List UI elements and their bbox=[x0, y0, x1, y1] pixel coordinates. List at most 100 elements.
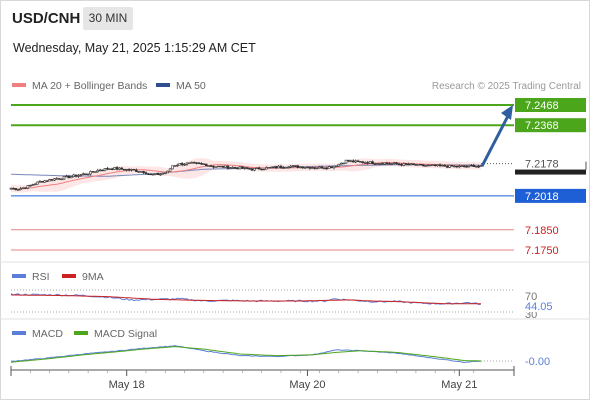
candle-body bbox=[151, 174, 155, 176]
candle-body bbox=[149, 173, 153, 176]
candle-body bbox=[310, 167, 314, 169]
ma20-label: MA 20 + Bollinger Bands bbox=[32, 80, 148, 92]
candle-body bbox=[74, 174, 78, 177]
candle-body bbox=[159, 173, 162, 176]
candle-body bbox=[373, 163, 377, 165]
candle-body bbox=[84, 173, 88, 175]
forecast-arrow-head bbox=[501, 105, 513, 120]
candle-body bbox=[19, 188, 22, 190]
rsi-line bbox=[10, 293, 482, 306]
candle-body bbox=[118, 167, 121, 170]
candle-body bbox=[400, 164, 403, 166]
candle-body bbox=[96, 169, 100, 173]
candle-body bbox=[388, 163, 391, 165]
candle-body bbox=[462, 165, 466, 167]
macd-signal-line bbox=[10, 346, 482, 363]
candle-body bbox=[407, 163, 410, 166]
candle-body bbox=[94, 171, 97, 173]
candle-body bbox=[284, 167, 288, 169]
candle-body bbox=[419, 163, 423, 166]
candle-body bbox=[450, 164, 454, 167]
candle-body bbox=[470, 164, 473, 167]
candle-body bbox=[127, 169, 131, 171]
candle-body bbox=[412, 163, 415, 165]
candle-body bbox=[315, 167, 319, 170]
candle-body bbox=[168, 168, 172, 172]
candle-body bbox=[443, 165, 447, 167]
candle-body bbox=[142, 171, 145, 173]
legend-rsi-ma: 9MA bbox=[62, 271, 104, 283]
candle-body bbox=[212, 165, 215, 168]
macd-signal-swatch bbox=[74, 331, 88, 336]
candle-body bbox=[176, 164, 179, 167]
candle-body bbox=[57, 178, 61, 180]
candle-body bbox=[337, 163, 341, 167]
candle-body bbox=[424, 165, 427, 167]
candle-body bbox=[255, 167, 259, 169]
candle-body bbox=[24, 187, 27, 189]
candle-body bbox=[50, 179, 54, 181]
candle-body bbox=[139, 171, 143, 173]
candle-body bbox=[349, 160, 353, 162]
candle-body bbox=[265, 167, 268, 170]
candle-body bbox=[438, 164, 442, 167]
candle-body bbox=[233, 167, 237, 169]
macd-signal-label: MACD Signal bbox=[94, 328, 158, 340]
candle-body bbox=[14, 188, 18, 191]
candle-body bbox=[441, 165, 444, 167]
candle-body bbox=[356, 160, 360, 163]
candle-body bbox=[465, 166, 468, 168]
candle-body bbox=[122, 168, 126, 171]
candle-body bbox=[243, 167, 247, 169]
candle-body bbox=[294, 165, 297, 167]
candle-body bbox=[216, 165, 220, 168]
level-tag-7.2468 bbox=[515, 98, 586, 112]
candle-body bbox=[421, 164, 425, 167]
rsi-ma-swatch bbox=[62, 274, 76, 279]
candle-body bbox=[453, 165, 456, 168]
candle-body bbox=[332, 165, 336, 169]
candle-body bbox=[409, 163, 413, 165]
candle-body bbox=[296, 165, 300, 168]
candle-body bbox=[26, 185, 30, 189]
candle-body bbox=[214, 166, 218, 168]
candle-body bbox=[298, 166, 302, 168]
candle-body bbox=[286, 167, 290, 169]
level-label-7.2468: 7.2468 bbox=[525, 100, 559, 112]
candle-body bbox=[200, 163, 203, 165]
legend-rsi: RSI bbox=[12, 271, 50, 283]
candle-body bbox=[108, 168, 112, 170]
candle-body bbox=[253, 168, 256, 171]
candle-body bbox=[368, 161, 372, 164]
candle-body bbox=[366, 162, 370, 164]
candle-body bbox=[433, 164, 437, 167]
candle-body bbox=[72, 174, 75, 177]
candle-body bbox=[339, 162, 343, 165]
candle-body bbox=[245, 167, 249, 169]
legend-macd-signal: MACD Signal bbox=[74, 328, 157, 340]
candle-body bbox=[173, 165, 177, 167]
candle-body bbox=[219, 165, 222, 168]
candles bbox=[9, 159, 483, 191]
candle-body bbox=[458, 165, 461, 168]
candle-body bbox=[36, 181, 39, 185]
level-label-7.1750: 7.1750 bbox=[525, 245, 559, 257]
candle-body bbox=[262, 168, 266, 171]
candle-body bbox=[448, 164, 451, 168]
timeframe-badge[interactable]: 30 MIN bbox=[83, 7, 133, 30]
candle-body bbox=[477, 166, 480, 168]
candle-body bbox=[31, 184, 34, 186]
candle-body bbox=[171, 165, 174, 170]
candle-body bbox=[378, 163, 382, 165]
candle-body bbox=[257, 167, 261, 170]
candle-body bbox=[414, 164, 418, 166]
candle-body bbox=[241, 166, 244, 169]
candle-body bbox=[272, 166, 276, 168]
macd-swatch bbox=[12, 331, 26, 336]
candle-body bbox=[207, 165, 210, 167]
candle-body bbox=[43, 180, 47, 183]
candle-body bbox=[202, 163, 206, 165]
candle-body bbox=[404, 163, 408, 165]
